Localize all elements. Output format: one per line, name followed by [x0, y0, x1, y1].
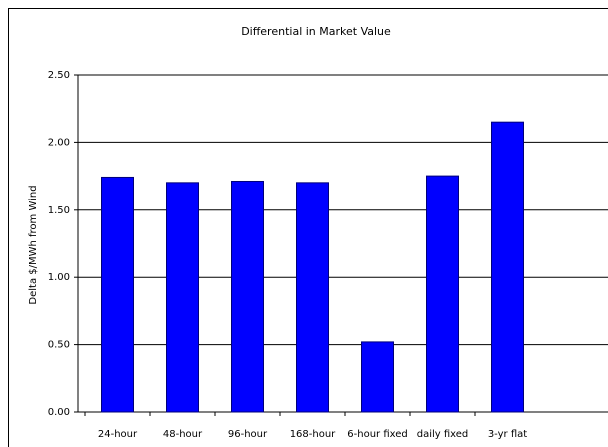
bar	[426, 175, 459, 413]
x-tick-label: daily fixed	[417, 429, 469, 440]
y-axis-label: Delta $/MWh from Wind	[28, 185, 39, 304]
x-tick-label: 48-hour	[163, 429, 203, 440]
y-tick-label: 2.50	[48, 70, 70, 81]
x-tick-label: 96-hour	[228, 429, 268, 440]
bar	[491, 121, 524, 413]
bar	[296, 182, 329, 413]
y-tick-label: 1.50	[48, 205, 70, 216]
bar	[361, 341, 394, 413]
bar	[231, 180, 264, 413]
y-tick-label: 0.50	[48, 340, 70, 351]
chart-title: Differential in Market Value	[241, 25, 391, 38]
x-tick-label: 6-hour fixed	[347, 429, 407, 440]
y-tick-label: 2.00	[48, 137, 70, 148]
x-tick-label: 168-hour	[290, 429, 336, 440]
x-tick-label: 24-hour	[98, 429, 138, 440]
bar	[166, 182, 199, 413]
bar	[101, 176, 134, 413]
y-tick-label: 1.00	[48, 272, 70, 283]
y-tick-label: 0.00	[48, 407, 70, 418]
x-tick-label: 3-yr flat	[488, 429, 527, 440]
